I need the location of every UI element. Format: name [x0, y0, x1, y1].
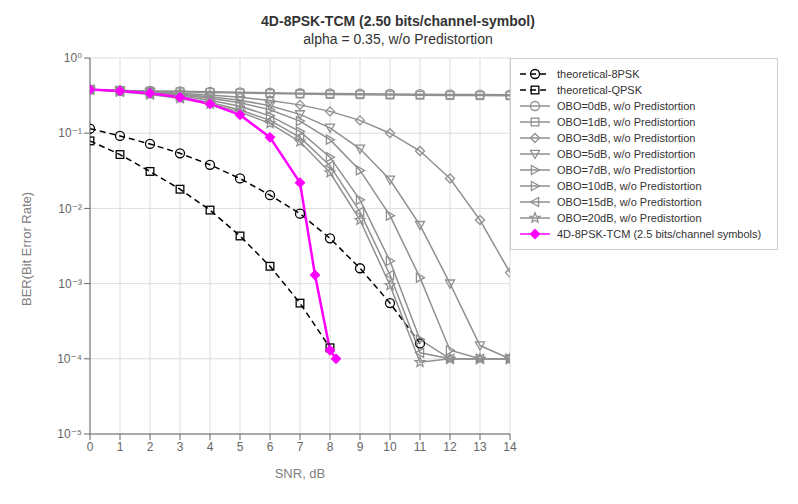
svg-text:3: 3	[177, 440, 184, 454]
svg-text:5: 5	[237, 440, 244, 454]
html-text:4D-8PSK-TCM (2.5 bits/channel: 4D-8PSK-TCM (2.5 bits/channel symbols)	[557, 228, 762, 240]
html-text:OBO=10dB, w/o Predistortion: OBO=10dB, w/o Predistortion	[557, 180, 702, 192]
svg-text:10⁻⁴: 10⁻⁴	[57, 352, 82, 366]
svg-text:10⁻⁵: 10⁻⁵	[57, 427, 82, 441]
svg-text:9: 9	[357, 440, 364, 454]
svg-text:13: 13	[473, 440, 487, 454]
svg-text:6: 6	[267, 440, 274, 454]
svg-text:4: 4	[207, 440, 214, 454]
html-text:theoretical-8PSK: theoretical-8PSK	[557, 68, 640, 80]
svg-text:7: 7	[297, 440, 304, 454]
svg-text:BER(Bit Error Rate): BER(Bit Error Rate)	[19, 192, 34, 306]
svg-text:2: 2	[147, 440, 154, 454]
svg-text:10⁻²: 10⁻²	[58, 202, 82, 216]
html-text:4D-8PSK-TCM (2.50 bits/channel: 4D-8PSK-TCM (2.50 bits/channel-symbol)	[261, 13, 535, 29]
html-text:OBO=15dB, w/o Predistortion: OBO=15dB, w/o Predistortion	[557, 196, 702, 208]
html-text:OBO=5dB, w/o Predistortion: OBO=5dB, w/o Predistortion	[557, 148, 696, 160]
svg-text:10⁰: 10⁰	[64, 51, 82, 65]
html-text:alpha = 0.35, w/o Predistortio: alpha = 0.35, w/o Predistortion	[303, 31, 493, 47]
svg-text:10⁻¹: 10⁻¹	[58, 126, 82, 140]
html-text:OBO=0dB, w/o Predistortion: OBO=0dB, w/o Predistortion	[557, 100, 696, 112]
svg-text:10⁻³: 10⁻³	[58, 277, 82, 291]
svg-text:12: 12	[443, 440, 457, 454]
svg-text:8: 8	[327, 440, 334, 454]
svg-text:14: 14	[503, 440, 517, 454]
html-text:OBO=7dB, w/o Predistortion: OBO=7dB, w/o Predistortion	[557, 164, 696, 176]
html-text:OBO=1dB, w/o Predistortion: OBO=1dB, w/o Predistortion	[557, 116, 696, 128]
html-text:theoretical-QPSK: theoretical-QPSK	[557, 84, 642, 96]
svg-text:1: 1	[117, 440, 124, 454]
html-text:OBO=3dB, w/o Predistortion: OBO=3dB, w/o Predistortion	[557, 132, 696, 144]
html-text:OBO=20dB, w/o Predistortion: OBO=20dB, w/o Predistortion	[557, 212, 702, 224]
svg-text:SNR, dB: SNR, dB	[275, 466, 326, 481]
svg-text:10: 10	[383, 440, 397, 454]
svg-text:0: 0	[87, 440, 94, 454]
svg-text:11: 11	[414, 440, 427, 454]
